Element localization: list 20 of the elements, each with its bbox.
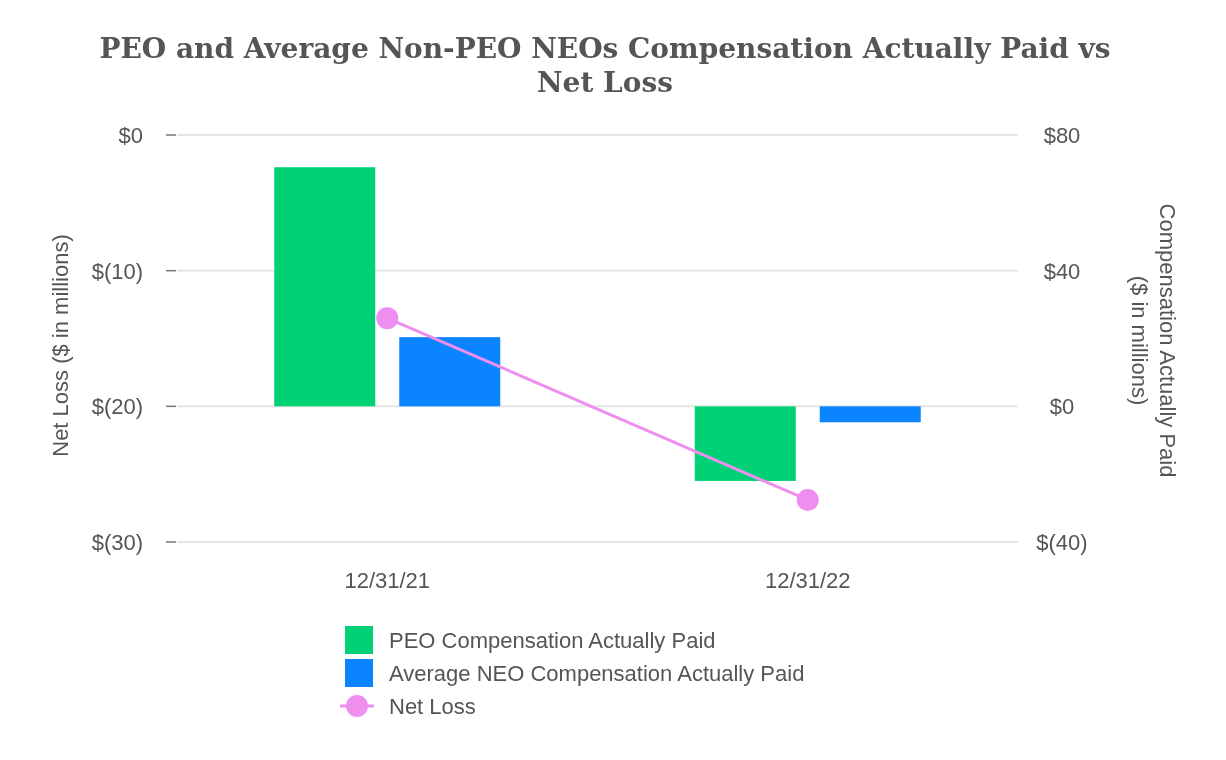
y-tick-label: $(10) xyxy=(91,258,143,284)
y-tick-label: $(30) xyxy=(91,530,143,555)
y2-tick-label: $(40) xyxy=(1036,530,1088,555)
legend-label: Net Loss xyxy=(389,694,476,719)
legend-label: Average NEO Compensation Actually Paid xyxy=(389,661,805,686)
bar xyxy=(399,337,501,407)
bar xyxy=(694,406,796,481)
y2-tick-label: $80 xyxy=(1043,123,1081,148)
chart-title: PEO and Average Non-PEO NEOs Compensation Actually Paid vs Net Loss xyxy=(99,32,1111,99)
bar xyxy=(274,167,376,407)
y2-axis-title: Compensation Actually Paid ($ in millions) xyxy=(1127,203,1180,478)
legend-label: PEO Compensation Actually Paid xyxy=(389,628,716,653)
bar xyxy=(819,406,921,423)
y-tick-label: $(20) xyxy=(91,394,143,420)
y2-tick-label: $0 xyxy=(1049,394,1075,420)
y-axis-title: Net Loss ($ in millions) xyxy=(48,234,73,457)
y2-tick-label: $40 xyxy=(1043,258,1081,284)
x-tick-label: 12/31/21 xyxy=(344,568,431,593)
y-tick-label: $0 xyxy=(118,123,143,148)
x-tick-label: 12/31/22 xyxy=(764,568,851,593)
